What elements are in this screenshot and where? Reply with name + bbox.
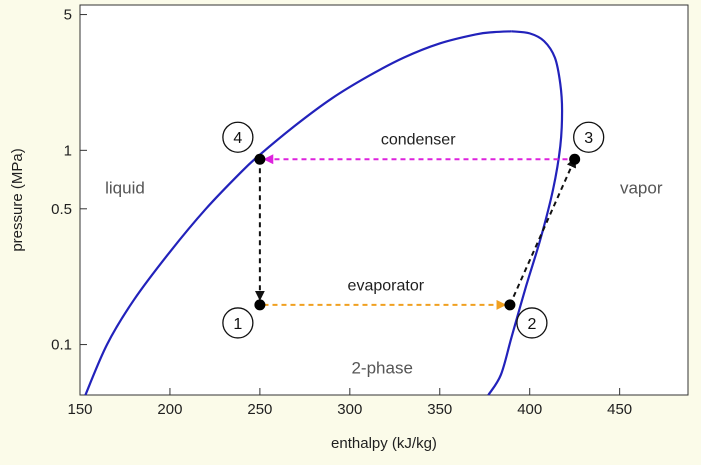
state-point-2 [504,299,516,311]
y-tick-label: 1 [64,142,72,159]
state-label-3: 3 [584,130,593,147]
state-point-3 [569,153,581,165]
liquid-label: liquid [105,178,145,197]
x-tick-label: 250 [247,401,272,418]
region-annotations: liquid vapor 2-phase condenser evaporator [105,132,663,378]
x-tick-label: 400 [517,401,542,418]
saturated-vapor-curve [487,30,564,396]
cycle-processes [254,154,576,310]
y-axis-label: pressure (MPa) [9,148,26,251]
x-tick-label: 350 [427,401,452,418]
x-tick-label: 300 [337,401,362,418]
state-point-1 [254,299,266,311]
condenser-label: condenser [381,132,456,149]
x-tick-label: 450 [607,401,632,418]
x-tick-label: 150 [67,401,92,418]
state-label-1: 1 [233,316,242,333]
state-label-4: 4 [233,130,242,147]
evaporator-label: evaporator [348,277,425,294]
y-tick-label: 5 [64,7,72,24]
state-points: 1 2 3 4 [222,121,605,339]
y-tick-label: 0.1 [51,337,72,354]
y-axis: 0.1 0.5 1 5 [51,7,87,354]
state-point-4 [254,153,266,165]
state-label-2: 2 [527,316,536,333]
state-badge-2 [516,307,548,339]
y-tick-label: 0.5 [51,201,72,218]
state-badge-3 [573,121,605,153]
x-tick-label: 200 [157,401,182,418]
x-axis-label: enthalpy (kJ/kg) [331,435,437,452]
plot-frame [79,4,689,396]
x-axis: 150 200 250 300 350 400 450 [67,388,632,418]
saturated-liquid-curve [84,30,512,396]
state-badge-4 [222,121,254,153]
vapor-label: vapor [620,178,663,197]
saturation-dome [84,30,564,396]
state-badge-1 [222,307,254,339]
two_phase-label: 2-phase [351,358,412,377]
